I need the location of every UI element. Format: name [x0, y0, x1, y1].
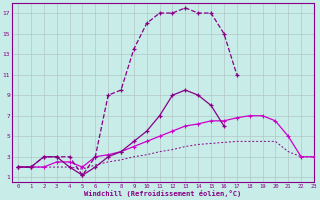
X-axis label: Windchill (Refroidissement éolien,°C): Windchill (Refroidissement éolien,°C) — [84, 190, 242, 197]
